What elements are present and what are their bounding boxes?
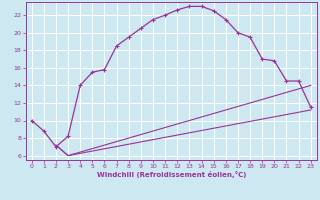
X-axis label: Windchill (Refroidissement éolien,°C): Windchill (Refroidissement éolien,°C) bbox=[97, 171, 246, 178]
